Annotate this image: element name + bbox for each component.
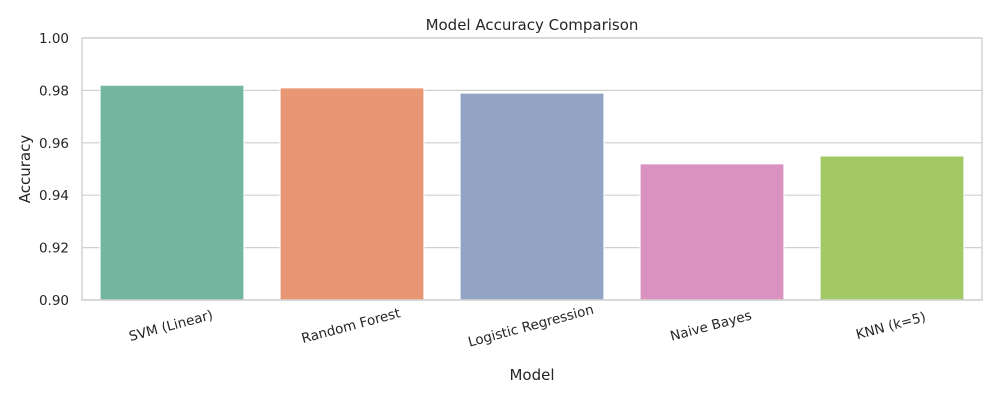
x-tick-labels: SVM (Linear) Random Forest Logistic Regres… [127, 302, 927, 351]
y-tick-labels: 0.90 0.92 0.94 0.96 0.98 1.00 [39, 31, 69, 309]
y-tick-label: 0.94 [39, 188, 69, 204]
bars [99, 84, 965, 301]
x-axis-label: Model [509, 366, 554, 384]
x-tick-label: Random Forest [300, 305, 402, 347]
bar-logistic-regression [459, 92, 605, 301]
x-tick-label: SVM (Linear) [127, 307, 214, 345]
y-tick-label: 0.90 [39, 293, 69, 309]
y-tick-label: 1.00 [39, 31, 69, 47]
bar-naive-bayes [639, 163, 785, 301]
bar-knn-k-5 [819, 155, 965, 301]
x-tick-label: KNN (k=5) [854, 309, 927, 343]
chart-title: Model Accuracy Comparison [426, 16, 639, 34]
y-axis-label: Accuracy [16, 135, 34, 204]
bar-svm-linear [99, 84, 245, 301]
y-tick-label: 0.92 [39, 241, 69, 257]
x-tick-label: Naive Bayes [669, 308, 754, 345]
x-tick-label: Logistic Regression [466, 302, 595, 351]
y-tick-label: 0.96 [39, 136, 69, 152]
y-tick-label: 0.98 [39, 83, 69, 99]
bar-random-forest [279, 87, 425, 301]
plot-frame [81, 37, 983, 301]
